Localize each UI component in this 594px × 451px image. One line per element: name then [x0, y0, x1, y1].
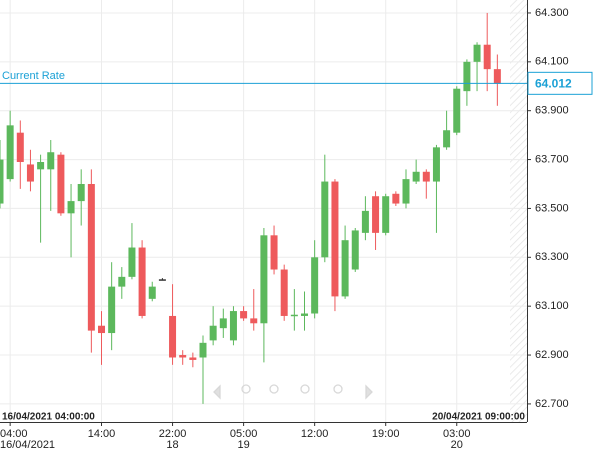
- candle-body: [321, 181, 329, 258]
- plot: [0, 0, 527, 422]
- candle-body: [270, 235, 278, 270]
- candle-body: [301, 313, 308, 316]
- candle-body: [209, 325, 217, 341]
- candle-body: [402, 179, 410, 204]
- zoom-range[interactable]: [300, 384, 310, 394]
- candle-body: [412, 171, 420, 182]
- candle-body: [372, 196, 380, 233]
- current-rate-value: 64.012: [535, 76, 572, 90]
- candle-body: [483, 44, 491, 70]
- candle-body: [57, 154, 65, 214]
- candle-body: [6, 125, 14, 180]
- candle-body: [118, 276, 126, 287]
- candle-body: [169, 315, 177, 358]
- candle-body: [229, 311, 237, 341]
- zoom-in[interactable]: [241, 384, 251, 394]
- candle-body: [443, 130, 451, 148]
- candle-body: [250, 318, 258, 324]
- x-tick-label: 12:00: [301, 428, 329, 440]
- scroll-right[interactable]: [365, 384, 373, 400]
- x-tick-label: 04:00: [0, 428, 28, 440]
- candle-body: [351, 230, 359, 270]
- date-label: 18: [166, 439, 178, 451]
- candle-body: [219, 318, 227, 329]
- toolbar[interactable]: [213, 384, 373, 400]
- candle-body: [331, 181, 339, 297]
- x-tick-label: 05:00: [230, 428, 258, 440]
- candle-body: [37, 162, 45, 170]
- candle-body: [26, 164, 34, 182]
- candle-body: [493, 69, 501, 84]
- candle-body: [108, 286, 116, 334]
- candle-body: [77, 183, 85, 202]
- candle-body: [392, 193, 400, 204]
- candle-body: [432, 147, 440, 182]
- y-tick-label: 62.700: [535, 398, 569, 410]
- y-tick-label: 64.100: [535, 56, 569, 68]
- candle-body: [0, 159, 4, 204]
- candle-body: [87, 183, 95, 331]
- candle-body: [179, 355, 187, 358]
- candle-body: [382, 196, 390, 233]
- candle-body: [98, 325, 105, 334]
- candle-body: [473, 44, 481, 62]
- candle-body: [148, 286, 156, 299]
- y-tick-label: 63.100: [535, 300, 569, 312]
- date-label: 16/04/2021: [0, 439, 55, 451]
- candle-body: [311, 257, 319, 314]
- x-tick-label: 22:00: [159, 428, 187, 440]
- date-label: 20: [451, 439, 463, 451]
- y-tick-label: 63.900: [535, 105, 569, 117]
- start-label: 16/04/2021 04:00:00: [2, 412, 95, 423]
- candle-body: [138, 247, 146, 316]
- y-tick-label: 62.900: [535, 349, 569, 361]
- y-tick-label: 63.300: [535, 251, 569, 263]
- candle-body: [463, 61, 471, 92]
- candle-body: [16, 132, 24, 163]
- candle-body: [290, 314, 298, 317]
- candle-body: [422, 171, 430, 182]
- current-rate-box: [527, 71, 593, 95]
- y-tick-label: 64.300: [535, 7, 569, 19]
- zoom-out[interactable]: [269, 384, 279, 394]
- scroll-left[interactable]: [213, 384, 221, 400]
- candle-body: [260, 235, 268, 324]
- candle-body: [67, 201, 75, 214]
- candle-body: [280, 269, 288, 316]
- candle-body: [240, 311, 248, 319]
- y-tick-label: 63.500: [535, 202, 569, 214]
- current-rate-label: Current Rate: [2, 70, 65, 82]
- future-area: [510, 0, 527, 422]
- candle-body: [199, 342, 207, 358]
- candle-body: [453, 88, 461, 133]
- date-label: 19: [237, 439, 249, 451]
- reset-zoom[interactable]: [333, 384, 343, 394]
- candle-body: [128, 247, 136, 277]
- candle-body: [189, 357, 197, 360]
- candle-body: [47, 152, 55, 170]
- x-tick-label: 03:00: [443, 428, 471, 440]
- x-tick-label: 19:00: [372, 428, 400, 440]
- candle-body: [361, 210, 369, 233]
- candle-body: [341, 240, 349, 297]
- candle-body: [158, 279, 166, 281]
- end-label: 20/04/2021 09:00:00: [432, 412, 525, 423]
- x-tick-label: 14:00: [88, 428, 116, 440]
- y-tick-label: 63.700: [535, 153, 569, 165]
